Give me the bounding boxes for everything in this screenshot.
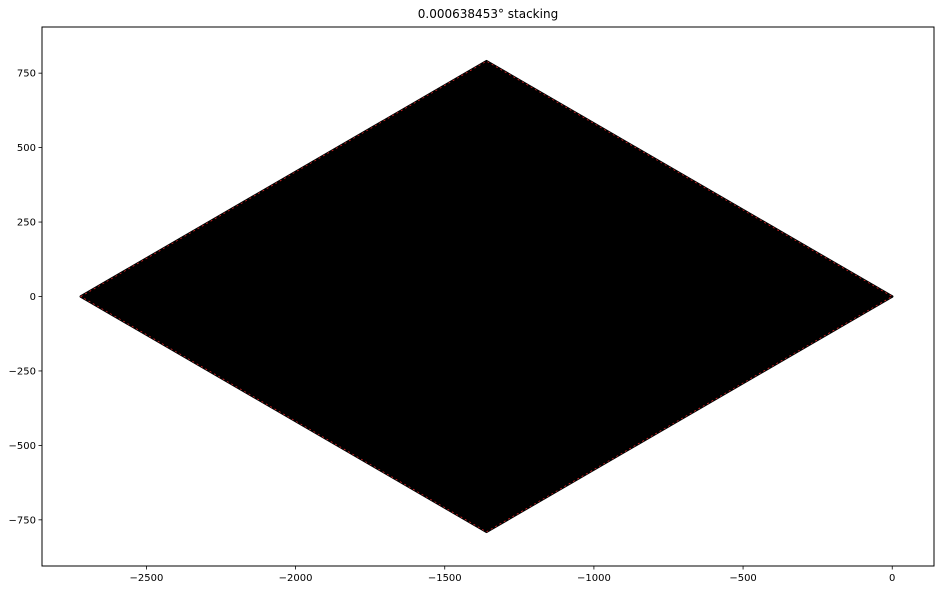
x-tick-label: −1500 (428, 573, 462, 584)
y-tick-label: 0 (30, 292, 36, 303)
x-tick-label: −500 (729, 573, 756, 584)
y-tick-label: 250 (17, 218, 36, 229)
x-tick-label: 0 (889, 573, 895, 584)
chart-title: 0.000638453° stacking (418, 7, 558, 21)
y-tick-label: −750 (9, 515, 36, 526)
y-tick-label: 750 (17, 69, 36, 80)
y-tick-label: −250 (9, 366, 36, 377)
x-tick-label: −1000 (577, 573, 611, 584)
y-tick-label: 500 (17, 143, 36, 154)
x-tick-label: −2500 (130, 573, 164, 584)
x-tick-label: −2000 (279, 573, 313, 584)
y-tick-label: −500 (9, 441, 36, 452)
